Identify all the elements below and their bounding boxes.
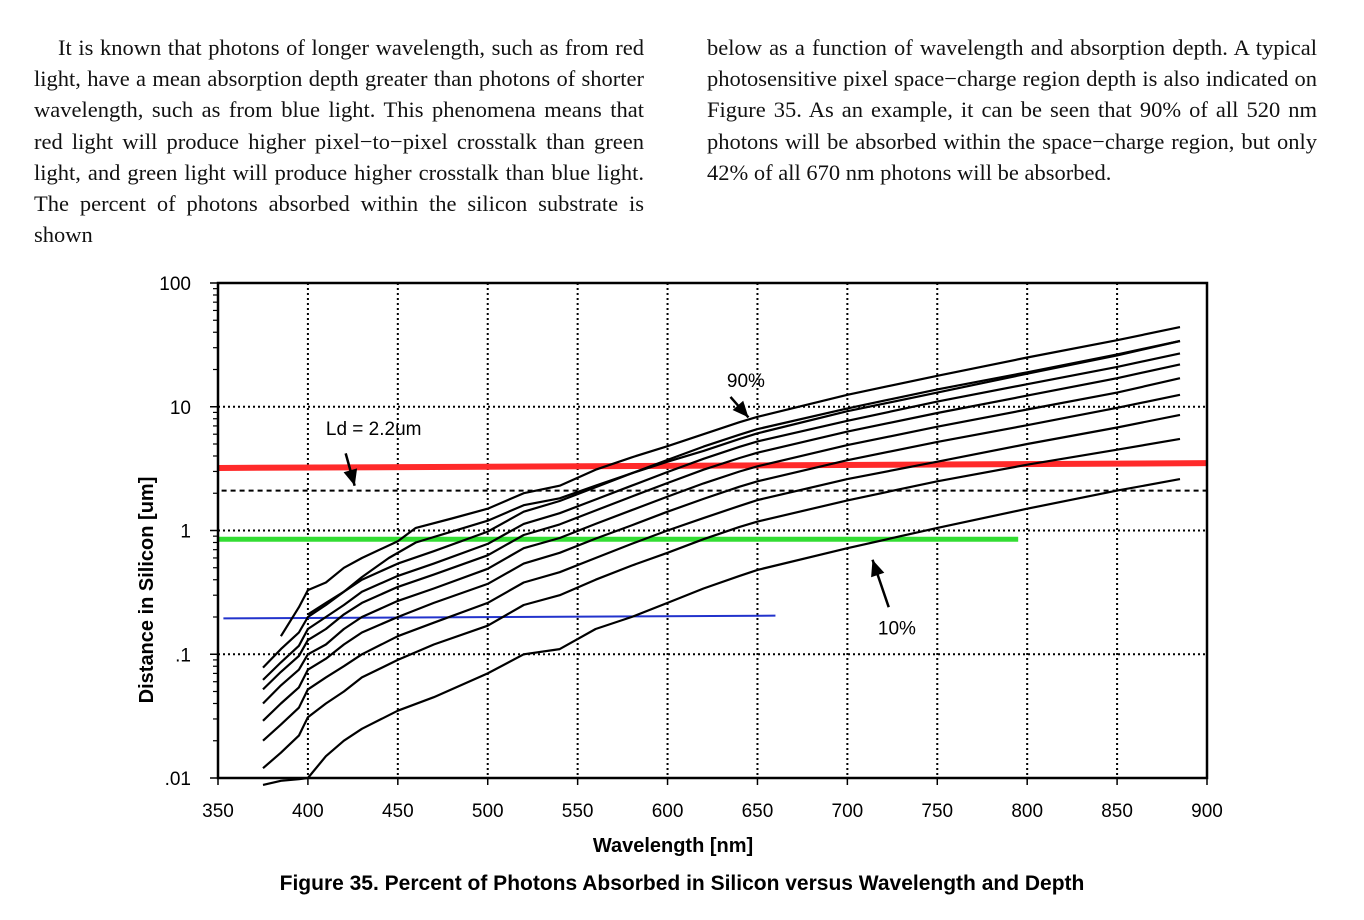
absorption-curve [262, 377, 1181, 705]
y-axis-title: Distance in Silicon [um] [136, 477, 158, 704]
absorption-curve [262, 363, 1181, 691]
absorption-curve [262, 413, 1181, 742]
y-tick-label: 1 [180, 522, 191, 543]
absorption-curve [262, 437, 1181, 770]
absorption-curve [307, 339, 1181, 616]
y-tick-label: 10 [170, 398, 191, 419]
x-tick-label: 750 [921, 801, 953, 822]
annotation-label: Ld = 2.2um [326, 419, 422, 440]
absorption-curve [262, 478, 1181, 786]
x-tick-label: 850 [1101, 801, 1133, 822]
annotation-label: 90% [727, 371, 765, 392]
annotation-arrow-head [732, 400, 749, 418]
absorption-curve [262, 339, 1181, 669]
x-tick-label: 350 [202, 801, 234, 822]
y-tick-label: .1 [175, 645, 191, 666]
y-tick-label: 100 [159, 274, 191, 295]
chart-grid [218, 283, 1207, 778]
x-tick-label: 400 [292, 801, 324, 822]
reference-lines [217, 460, 1208, 620]
x-tick-label: 900 [1191, 801, 1223, 822]
annotation-arrow-head [871, 559, 885, 578]
x-tick-label: 450 [382, 801, 414, 822]
x-tick-label: 700 [832, 801, 864, 822]
y-tick-label: .01 [165, 769, 191, 790]
x-axis-title: Wavelength [nm] [593, 835, 753, 857]
annotation-arrow-head [343, 468, 358, 486]
absorption-curve [279, 326, 1181, 637]
x-tick-label: 650 [742, 801, 774, 822]
right-paragraph: below as a function of wavelength and ab… [707, 35, 1317, 185]
x-tick-label: 500 [472, 801, 504, 822]
axis-ticks [210, 282, 1208, 785]
colored-reference-line [217, 460, 1208, 471]
tick-labels: 350 400 450 500 550 600 650 700 750 800 850 900 .01.… [159, 274, 1223, 822]
absorption-chart: 350 400 450 500 550 600 650 700 750 800 850 900 .01.… [136, 274, 1223, 857]
figure-caption: Figure 35. Percent of Photons Absorbed i… [279, 872, 1085, 895]
x-tick-label: 600 [652, 801, 684, 822]
absorption-curves [262, 326, 1181, 786]
annotations: Ld = 2.2um 90% 10% [326, 371, 916, 640]
left-text-column: It is known that photons of longer wavel… [34, 32, 644, 250]
x-tick-label: 550 [562, 801, 594, 822]
x-tick-label: 800 [1011, 801, 1043, 822]
right-text-column: below as a function of wavelength and ab… [707, 32, 1317, 188]
absorption-curve [262, 393, 1181, 722]
colored-reference-line [223, 614, 776, 620]
annotation-label: 10% [878, 618, 916, 639]
left-paragraph: It is known that photons of longer wavel… [34, 35, 644, 248]
absorption-curve [262, 352, 1181, 681]
